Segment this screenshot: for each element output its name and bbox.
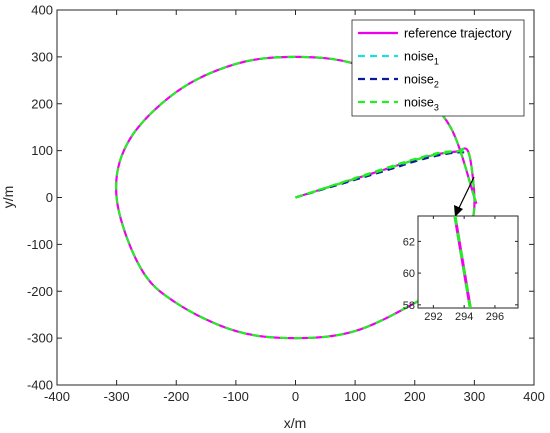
y-tick-label: -200 [27,284,53,299]
y-tick-label: 100 [31,143,53,158]
x-tick-label: -200 [163,389,189,404]
legend-label-subscript: 2 [434,80,439,90]
x-tick-label: -100 [223,389,249,404]
y-axis-label: y/m [0,186,16,209]
legend-label-3: noise2 [404,73,439,90]
y-tick-label: 400 [31,3,53,18]
series-line-overlay [115,55,478,340]
inset-y-tick-label: 58 [403,300,415,312]
x-tick-label: -300 [104,389,130,404]
legend-label-text: noise [404,73,434,87]
inset-x-tick-label: 292 [424,311,442,323]
legend-label-text: noise [404,50,434,64]
x-axis-label: x/m [284,415,307,431]
inset-y-ticks: 58 60 62 [403,236,518,312]
legend-label-1: reference trajectory [404,27,512,41]
legend-label-subscript: 3 [434,103,439,113]
x-axis-ticks: -400 -300 -200 -100 0 100 200 300 400 [44,10,545,404]
inset-x-ticks: 292 294 296 [424,216,504,323]
y-tick-label: 200 [31,96,53,111]
y-tick-label: 0 [46,190,53,205]
x-tick-label: 100 [344,389,366,404]
x-tick-label: 200 [404,389,426,404]
legend-label-4: noise3 [404,96,439,113]
x-tick-label: 300 [464,389,486,404]
y-tick-label: 300 [31,49,53,64]
legend-box [351,19,525,117]
inset-series-layer [453,216,472,308]
y-tick-label: -100 [27,237,53,252]
y-axis-ticks: -400 -300 -200 -100 0 100 200 300 400 [27,3,534,393]
y-tick-label: -300 [27,331,53,346]
zoom-arrow [454,176,475,217]
legend-label-text: noise [404,96,434,110]
legend-label-subscript: 1 [434,57,439,67]
inset-axes: 292 294 296 58 60 62 [403,215,519,323]
inset-x-tick-label: 296 [486,311,504,323]
x-tick-label: 400 [523,389,545,404]
inset-reference-line [453,216,472,308]
inset-y-tick-label: 60 [403,268,415,280]
legend-label-text: reference trajectory [404,27,512,41]
y-tick-label: -400 [27,378,53,393]
x-tick-label: 0 [292,389,299,404]
x-tick-label: -400 [44,389,70,404]
inset-x-tick-label: 294 [455,311,473,323]
inset-y-tick-label: 62 [403,236,415,248]
legend-label-2: noise1 [404,50,439,67]
